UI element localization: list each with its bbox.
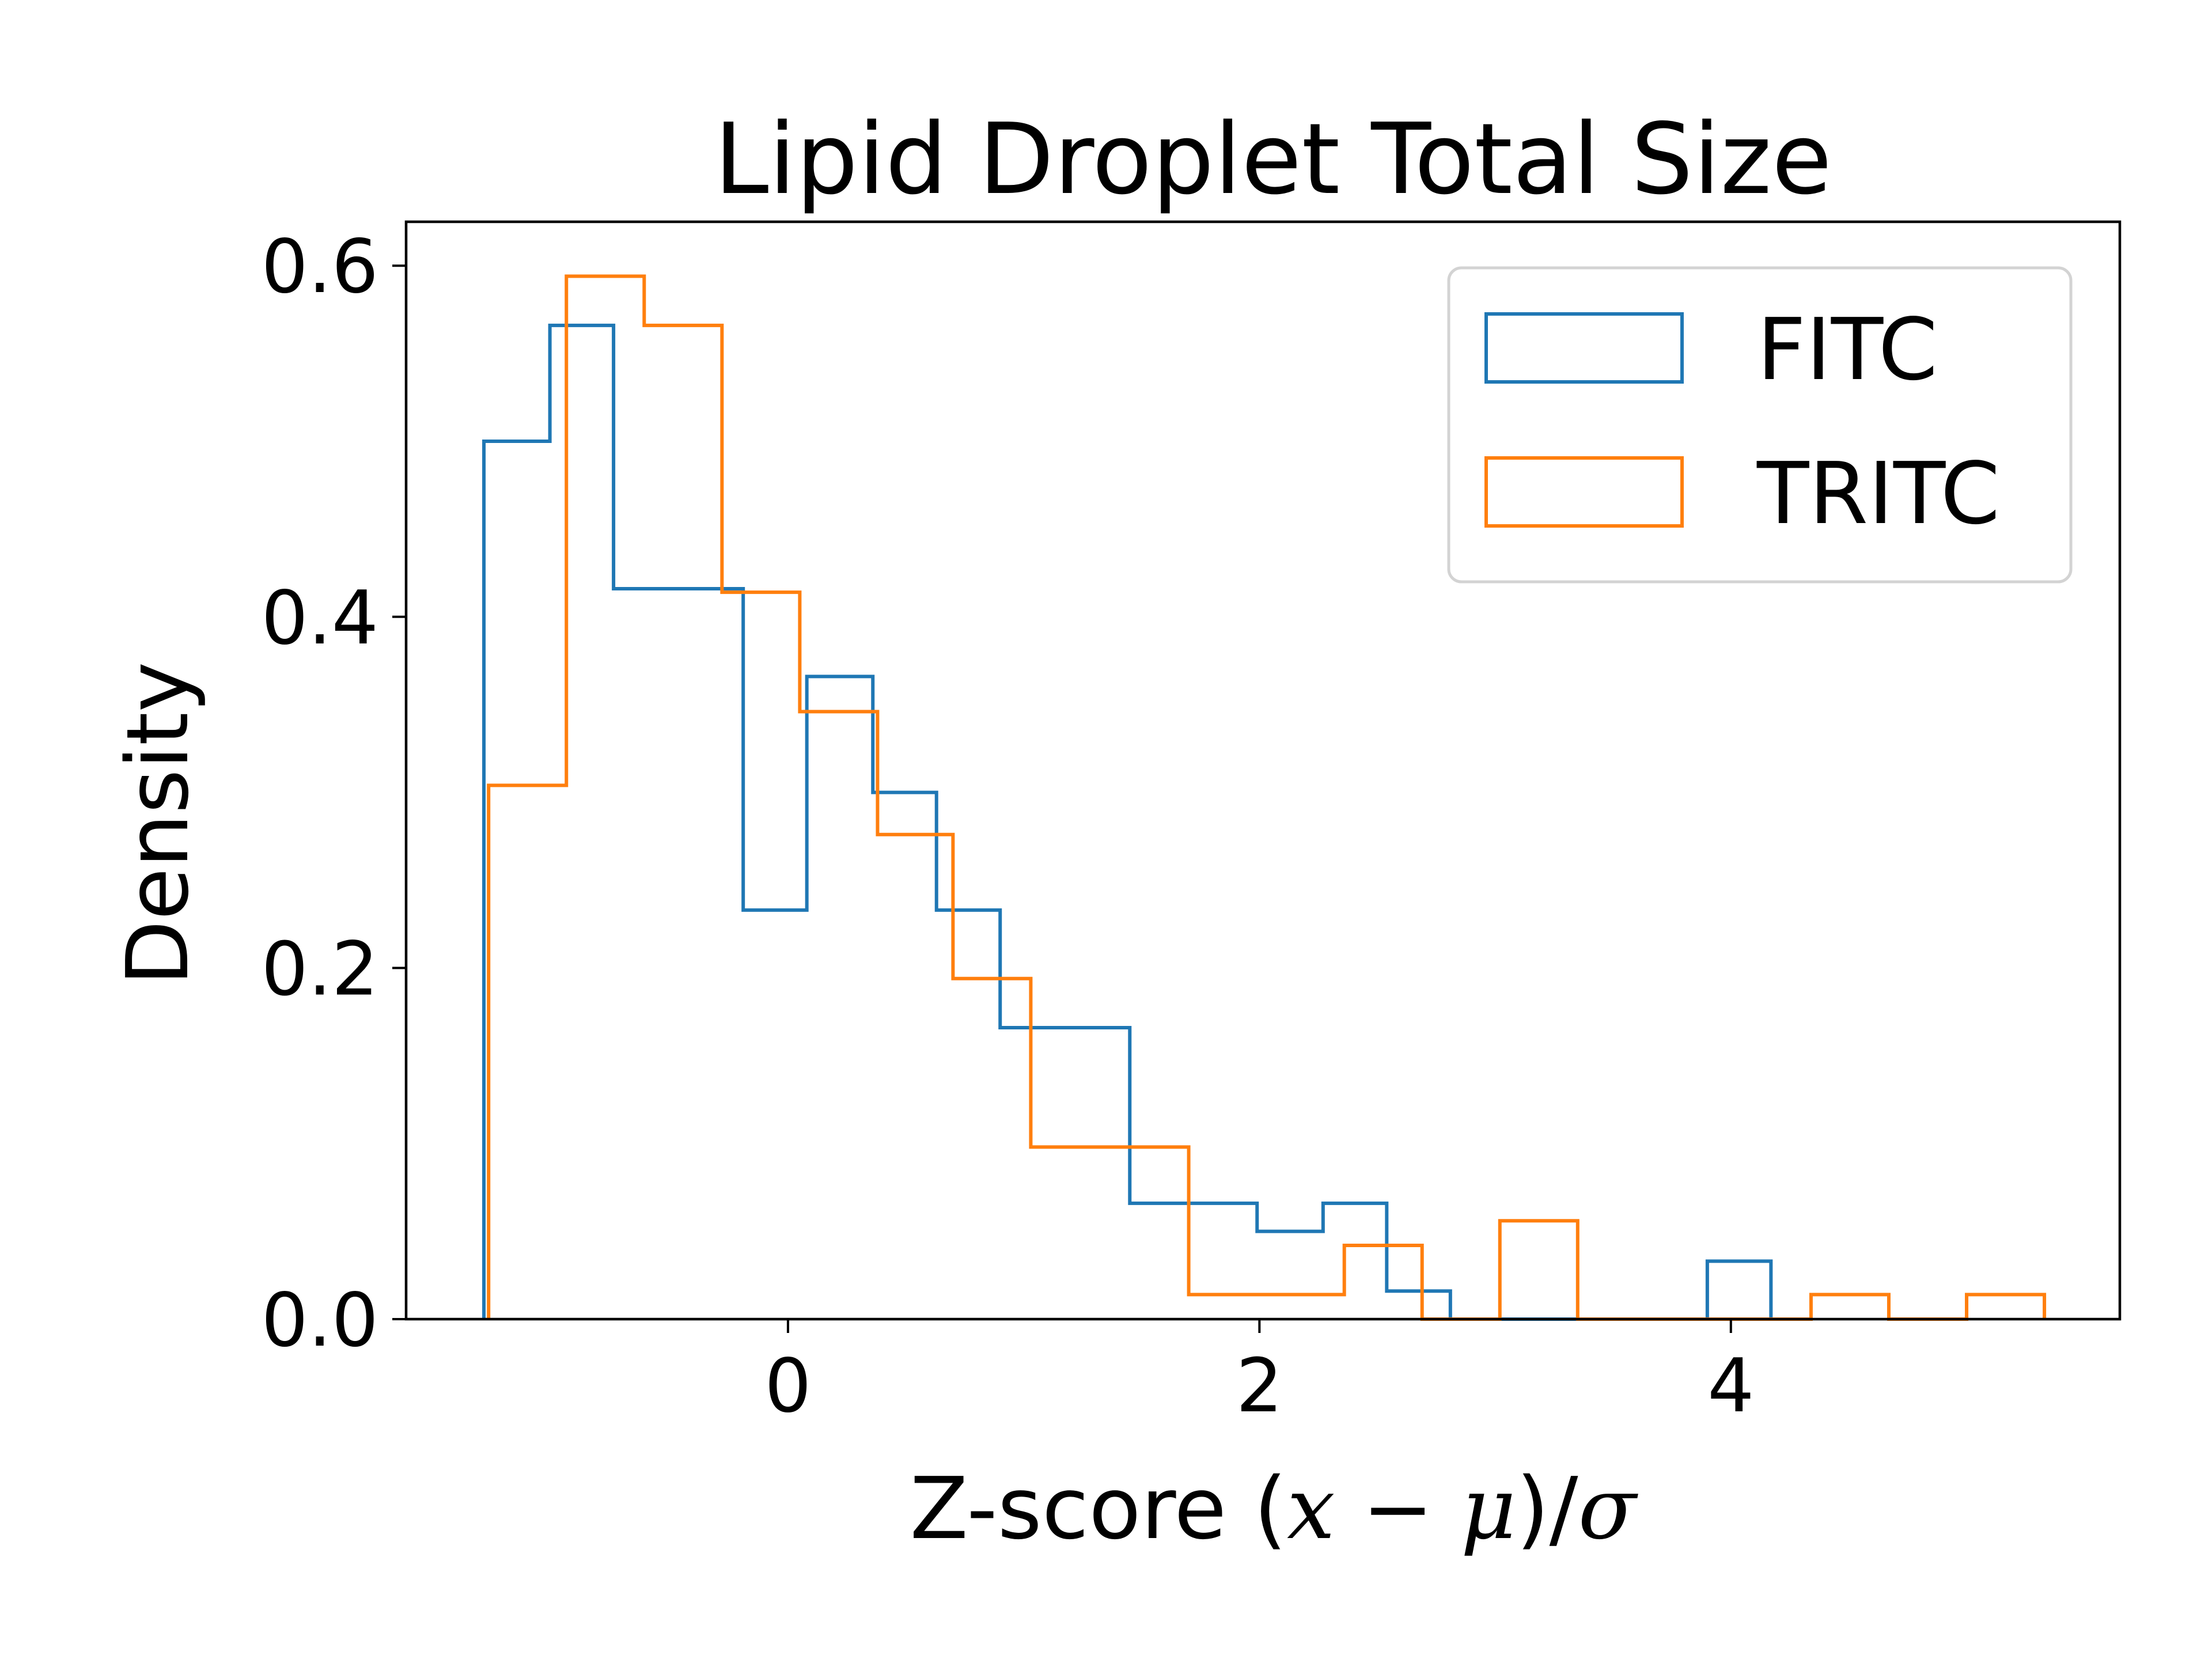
legend-box (1447, 266, 2073, 584)
x-axis-label: Z-score (x − μ)/σ (910, 1459, 1638, 1558)
x-tick-label: 2 (1236, 1343, 1283, 1429)
histogram-bin-tritc (1811, 1294, 1889, 1319)
chart-title: Lipid Droplet Total Size (714, 103, 1832, 217)
series-tritc-step-line (487, 274, 2047, 1321)
histogram-bin-tritc (1189, 1294, 1344, 1319)
y-tick-label: 0.4 (261, 575, 378, 661)
histogram-bin-tritc (800, 711, 877, 1319)
histogram-bin-fitc (1707, 1261, 1771, 1319)
legend-swatch-tritc (1484, 456, 1684, 528)
legend: FITC TRITC (1447, 266, 2073, 584)
histogram-bin-tritc (953, 979, 1031, 1319)
y-tick-label: 0.6 (261, 224, 378, 310)
histogram-bin-tritc (488, 785, 566, 1319)
histogram-bin-tritc (1500, 1221, 1578, 1319)
histogram-bin-tritc (1031, 1147, 1188, 1319)
legend-label-fitc: FITC (1757, 300, 1938, 399)
histogram-bin-tritc (722, 592, 800, 1319)
x-tick-label: 4 (1707, 1343, 1754, 1429)
y-axis-label: Density (108, 662, 207, 986)
histogram-bin-tritc (1344, 1245, 1422, 1319)
histogram-bin-tritc (1967, 1294, 2044, 1319)
histogram-bin-tritc (566, 276, 644, 1319)
histogram-bin-tritc (877, 835, 953, 1319)
legend-label-tritc: TRITC (1756, 444, 2000, 543)
y-tick-label: 0.0 (261, 1278, 378, 1363)
series-tritc (487, 274, 2047, 1321)
axes: 0 2 4 0.0 0.2 0.4 0.6 (261, 220, 2122, 1429)
y-tick-label: 0.2 (261, 926, 378, 1012)
x-tick-label: 0 (764, 1343, 811, 1429)
legend-swatch-fitc (1484, 312, 1684, 384)
histogram-bin-tritc (644, 325, 722, 1319)
axes-frame (404, 220, 2122, 1321)
